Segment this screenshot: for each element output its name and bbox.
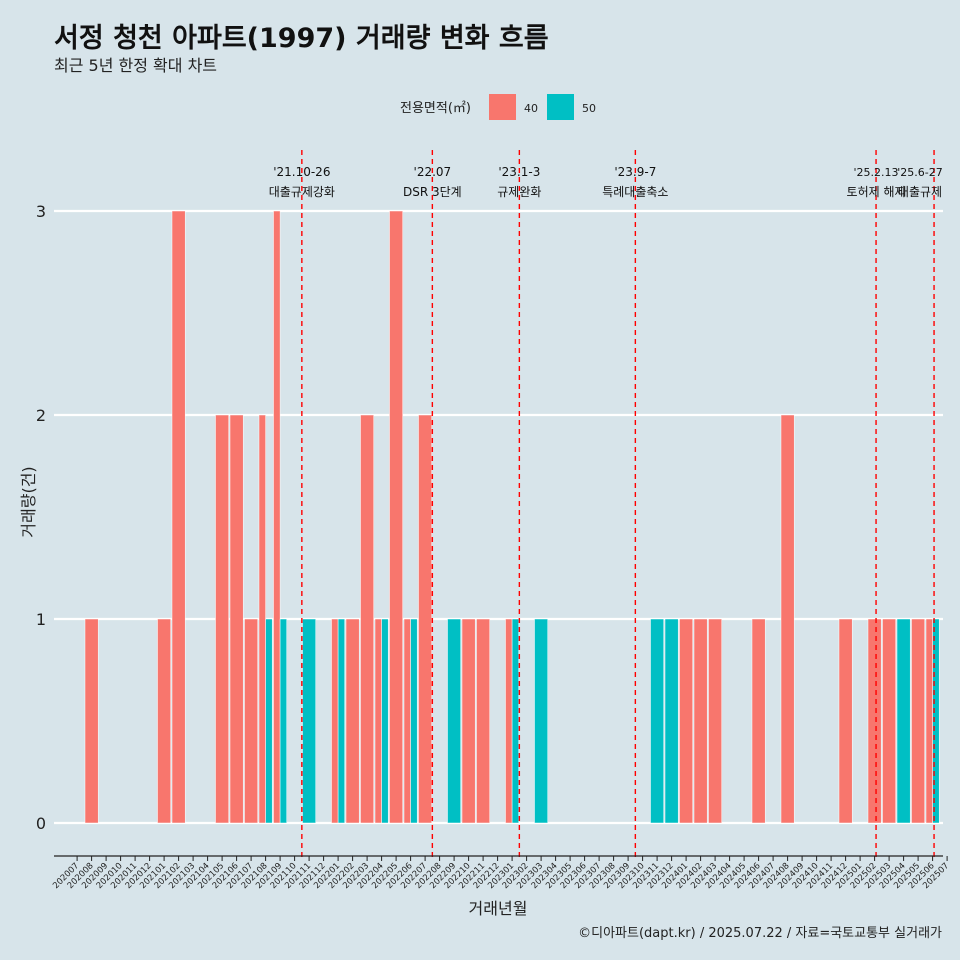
- event-date-0: '21.10-26: [273, 165, 330, 179]
- event-date-3: '23.9-7: [614, 165, 656, 179]
- bar-202109-40: [273, 210, 281, 824]
- bar-202503-40: [882, 618, 896, 824]
- event-label-0: 대출규제강화: [269, 185, 335, 199]
- event-date-2: '23.1-3: [498, 165, 540, 179]
- x-axis-label: 거래년월: [469, 899, 528, 918]
- y-tick-label-2: 2: [36, 406, 46, 425]
- bar-202502-40: [867, 618, 882, 824]
- chart-title: 서정 청천 아파트(1997) 거래량 변화 흐름: [54, 23, 549, 54]
- event-label-1: DSR 3단계: [403, 185, 462, 199]
- bar-202401-40: [679, 618, 693, 824]
- bars: [84, 210, 940, 824]
- bar-202108-40: [258, 414, 266, 824]
- bar-202204-40: [374, 618, 382, 824]
- bar-202108-50: [265, 618, 273, 824]
- bar-202105-40: [215, 414, 229, 824]
- bar-202506-50: [932, 618, 940, 824]
- bar-202111-50: [302, 618, 316, 824]
- bar-202109-50: [279, 618, 287, 824]
- y-axis-label: 거래량(건): [19, 466, 38, 537]
- legend-label-50: 50: [582, 102, 596, 115]
- x-axis: 2020072020082020092020102020112020122021…: [51, 855, 951, 891]
- event-label-3: 특례대출축소: [602, 185, 668, 199]
- bar-202211-40: [476, 618, 490, 824]
- y-tick-label-1: 1: [36, 610, 46, 629]
- legend-title: 전용면적(㎡): [400, 101, 471, 116]
- gridlines: [54, 209, 943, 825]
- bar-202406-40: [751, 618, 766, 824]
- bar-202301-50: [511, 618, 519, 824]
- y-tick-label-0: 0: [36, 814, 46, 833]
- bar-202201-40: [331, 618, 339, 824]
- bar-202505-40: [911, 618, 925, 824]
- bar-202203-40: [360, 414, 374, 824]
- bar-202106-40: [229, 414, 244, 824]
- bar-202210-40: [461, 618, 476, 824]
- event-label-2: 규제완화: [497, 185, 541, 199]
- bar-202205-40: [389, 210, 403, 824]
- bar-202207-40: [418, 414, 432, 824]
- chart-subtitle: 최근 5년 한정 확대 차트: [54, 56, 218, 75]
- event-label-4: 토허제 해제: [847, 185, 906, 199]
- bar-202303-50: [534, 618, 548, 824]
- bar-202506-40: [925, 618, 933, 824]
- bar-202008-40: [84, 618, 99, 824]
- bar-202102-40: [171, 210, 186, 824]
- bar-202311-50: [650, 618, 664, 824]
- bar-202201-50: [337, 618, 345, 824]
- bar-202209-50: [447, 618, 461, 824]
- bar-202202-40: [345, 618, 360, 824]
- y-tick-label-3: 3: [36, 202, 46, 221]
- bar-202101-40: [157, 618, 171, 824]
- event-date-5: '25.6-27: [897, 166, 942, 179]
- event-date-1: '22.07: [414, 165, 452, 179]
- bar-202412-40: [838, 618, 853, 824]
- bar-202504-50: [896, 618, 911, 824]
- legend-swatch-50: [547, 94, 574, 120]
- bar-202206-40: [403, 618, 411, 824]
- event-label-5: 대출규제: [898, 185, 942, 199]
- legend-label-40: 40: [524, 102, 538, 115]
- bar-202206-50: [410, 618, 418, 824]
- event-date-4: '25.2.13: [854, 166, 899, 179]
- bar-202403-40: [708, 618, 722, 824]
- bar-202312-50: [664, 618, 679, 824]
- event-markers: '21.10-26 대출규제강화 '22.07 DSR 3단계 '23.1-3 규제완화 '…: [269, 150, 943, 860]
- legend: 전용면적(㎡) 40 50: [400, 94, 596, 120]
- legend-swatch-40: [489, 94, 516, 120]
- bar-202301-40: [505, 618, 513, 824]
- bar-202408-40: [780, 414, 795, 824]
- bar-202107-40: [244, 618, 258, 824]
- bar-202402-40: [693, 618, 708, 824]
- chart-caption: ©디아파트(dapt.kr) / 2025.07.22 / 자료=국토교통부 실…: [578, 926, 942, 941]
- bar-202204-50: [381, 618, 389, 824]
- y-tick-labels: 0 1 2 3: [36, 202, 46, 833]
